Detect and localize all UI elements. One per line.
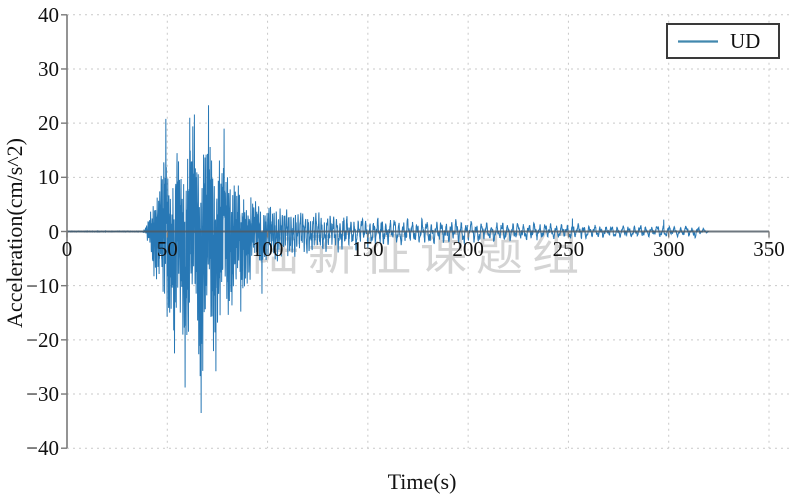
legend-line-sample [678,39,718,43]
legend-label: UD [730,28,761,53]
y-axis-title: Acceleration(cm/s^2) [2,138,27,328]
x-axis-title: Time(s) [387,469,457,494]
ud-waveform [66,105,709,413]
legend: UD [666,23,780,59]
